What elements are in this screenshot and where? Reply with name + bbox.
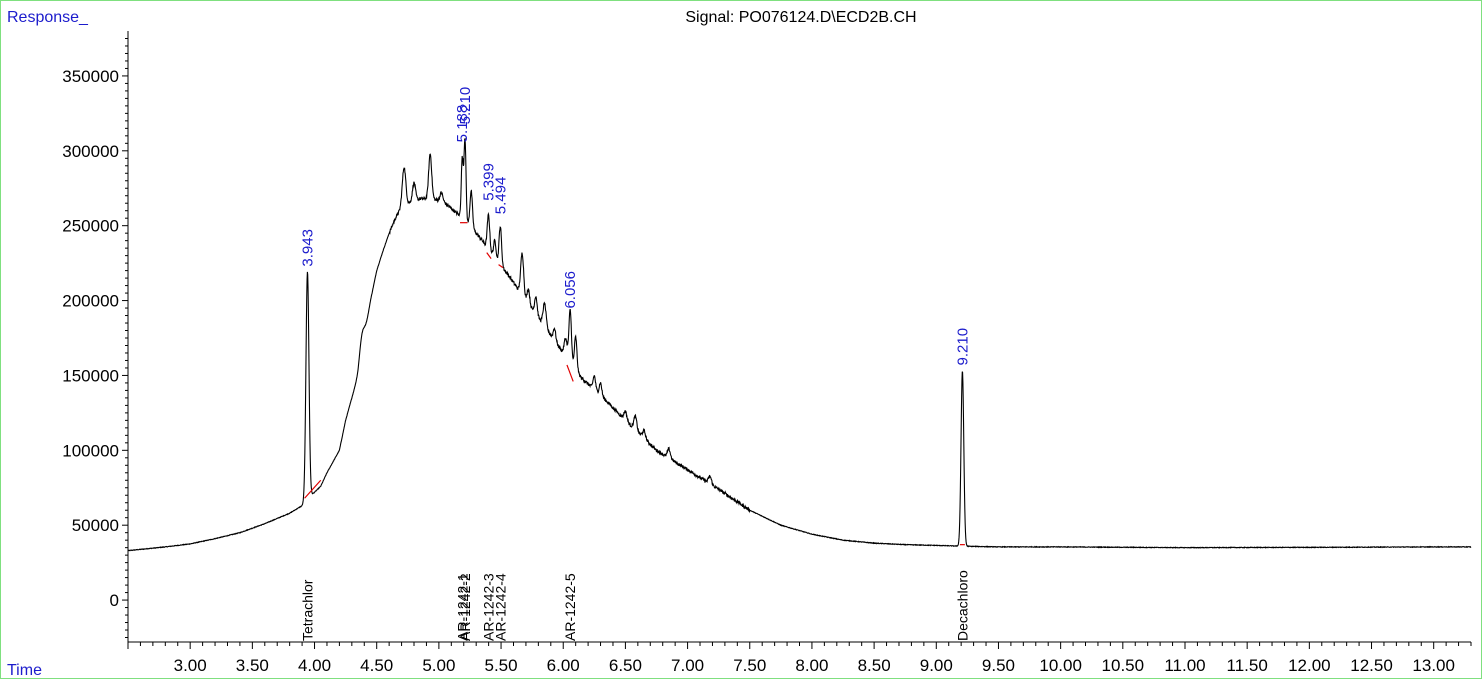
compound-label: AR-1242-5 — [562, 573, 578, 641]
integration-baseline — [566, 364, 574, 382]
peak-label: 5.188 — [454, 105, 471, 143]
x-tick-label: 10.50 — [1102, 656, 1145, 675]
integration-baseline — [304, 479, 322, 499]
x-tick-label: 3.00 — [174, 656, 207, 675]
y-tick-label: 0 — [110, 591, 119, 610]
integration-baseline — [486, 252, 492, 259]
x-tick-label: 7.50 — [733, 656, 766, 675]
x-tick-label: 9.50 — [982, 656, 1015, 675]
x-tick-label: 12.00 — [1288, 656, 1331, 675]
x-tick-label: 9.00 — [920, 656, 953, 675]
y-tick-label: 100000 — [62, 441, 119, 460]
compound-label: AR-1242-4 — [492, 573, 508, 641]
peak-label: 6.056 — [562, 271, 579, 309]
integration-baselines — [304, 222, 965, 546]
peak-label: 3.943 — [299, 229, 316, 267]
y-tick-label: 350000 — [62, 67, 119, 86]
x-tick-label: 3.50 — [236, 656, 269, 675]
compound-label: Decachloro — [954, 570, 970, 641]
x-tick-label: 13.00 — [1412, 656, 1455, 675]
y-axis-ticks: 0 50000 100000 150000 200000 250000 300000 3500… — [62, 37, 128, 639]
peak-label: 5.210 — [457, 87, 474, 125]
x-tick-label: 8.00 — [795, 656, 828, 675]
x-tick-label: 5.50 — [485, 656, 518, 675]
x-axis-ticks: 3.00 3.50 4.00 4.50 5.00 5.50 6.00 6.50 7.00 7.50… — [127, 642, 1472, 675]
x-tick-label: 6.00 — [547, 656, 580, 675]
compound-label: Tetrachlor — [299, 579, 315, 641]
y-tick-label: 150000 — [62, 366, 119, 385]
x-tick-label: 4.00 — [298, 656, 331, 675]
integration-baseline — [498, 264, 504, 269]
x-tick-label: 11.50 — [1227, 656, 1268, 675]
compound-label: AR-1242-3 — [480, 573, 496, 641]
compound-label: AR-1242-2 — [457, 573, 473, 641]
compound-label: AR-1242-1 — [454, 573, 470, 641]
signal-trace — [127, 137, 1472, 552]
peak-label: 5.494 — [492, 177, 509, 215]
x-tick-label: 5.00 — [422, 656, 455, 675]
x-tick-label: 10.00 — [1039, 656, 1082, 675]
x-tick-label: 6.50 — [609, 656, 642, 675]
x-tick-label: 12.50 — [1350, 656, 1393, 675]
y-tick-label: 250000 — [62, 217, 119, 236]
chart-title: Signal: PO076124.D\ECD2B.CH — [685, 9, 916, 26]
peak-label: 9.210 — [954, 328, 971, 366]
y-tick-label: 300000 — [62, 142, 119, 161]
peak-label: 5.399 — [480, 163, 497, 201]
x-tick-label: 8.50 — [858, 656, 891, 675]
compound-labels: Tetrachlor AR-1242-1AR-1242-2 AR-1242-3AR-… — [299, 570, 970, 641]
y-tick-label: 50000 — [72, 516, 119, 535]
x-tick-label: 7.00 — [671, 656, 704, 675]
x-tick-label: 11.00 — [1164, 656, 1205, 675]
x-tick-label: 4.50 — [360, 656, 393, 675]
x-axis-label: Time — [7, 662, 42, 678]
y-axis-label: Response_ — [7, 9, 89, 26]
y-tick-label: 200000 — [62, 292, 119, 311]
